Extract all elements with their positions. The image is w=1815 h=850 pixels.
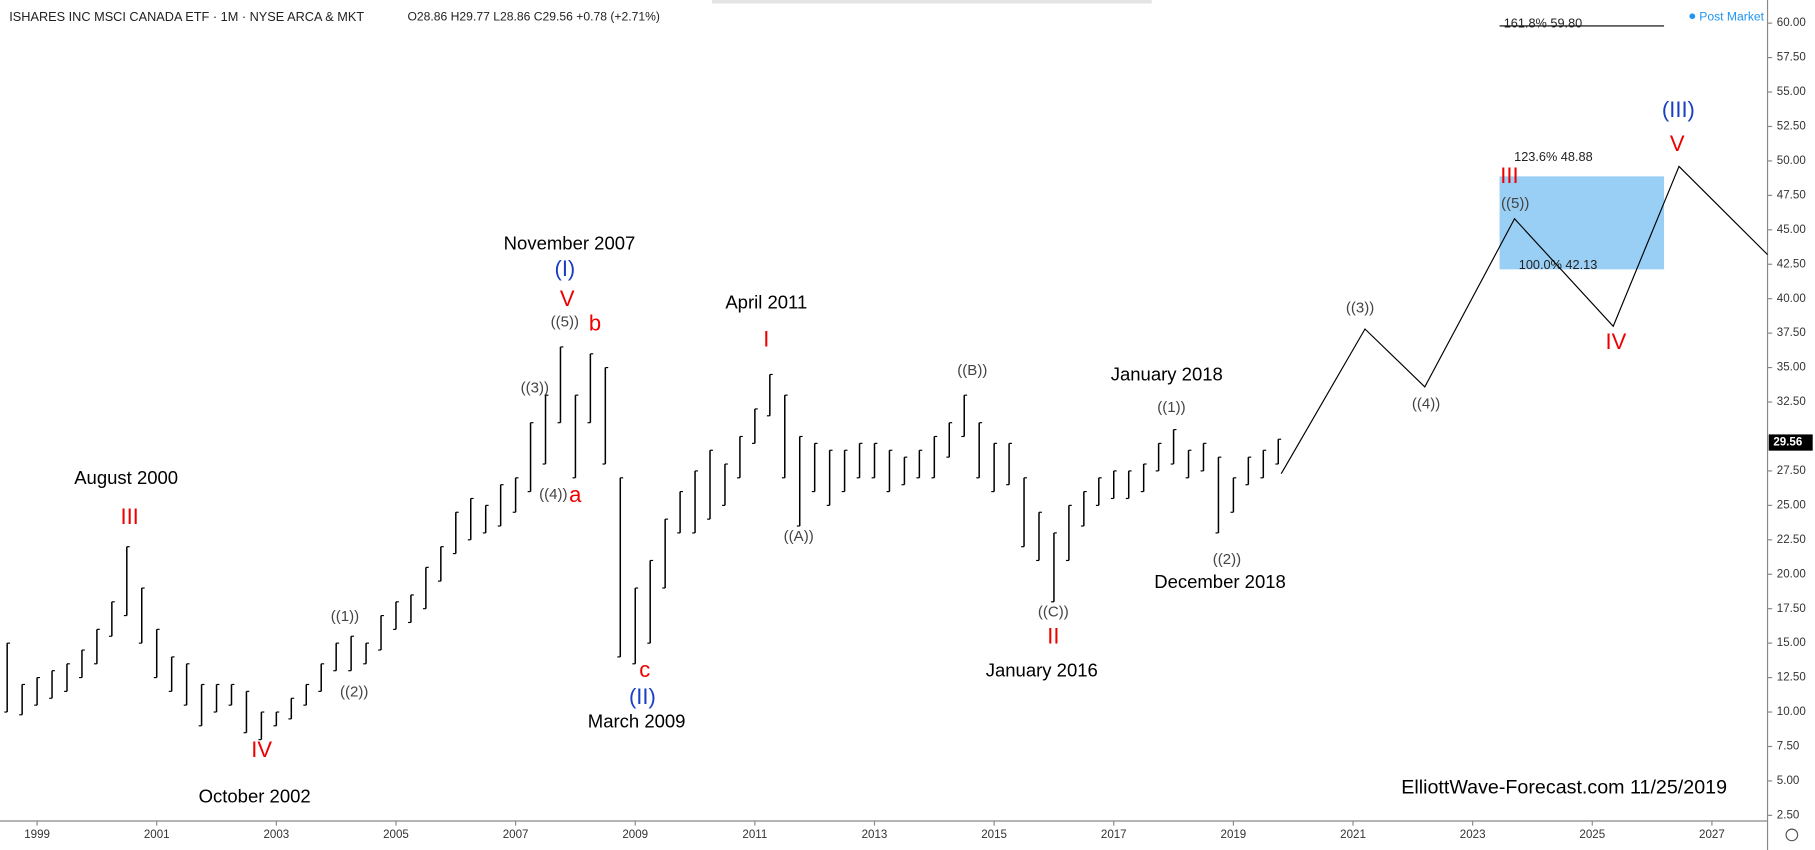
fib-label: 161.8% 59.80 — [1504, 16, 1583, 31]
projection-line — [1280, 165, 1768, 474]
wave-label: ((B)) — [957, 362, 987, 379]
wave-label: ((2)) — [1213, 551, 1241, 568]
x-tick-label: 2015 — [981, 829, 1007, 841]
wave-label: January 2018 — [1111, 364, 1223, 385]
wave-label: March 2009 — [588, 710, 686, 731]
wave-label: ((1)) — [331, 608, 359, 625]
quote: O28.86 H29.77 L28.86 C29.56 +0.78 (+2.71… — [407, 10, 660, 24]
wave-label: ((4)) — [1412, 396, 1440, 413]
wave-label: ((2)) — [340, 683, 368, 700]
y-tick-label: 12.50 — [1777, 672, 1806, 684]
fib-label: 123.6% 48.88 — [1514, 149, 1593, 164]
status-dot — [1689, 13, 1696, 20]
fib-label: 100.0% 42.13 — [1519, 257, 1598, 272]
wave-label: ((3)) — [521, 379, 549, 396]
x-tick-label: 2025 — [1579, 829, 1605, 841]
x-tick-label: 2001 — [144, 829, 170, 841]
x-tick-label: 2007 — [503, 829, 529, 841]
y-tick-label: 50.00 — [1777, 155, 1806, 167]
y-tick-label: 17.50 — [1777, 603, 1806, 615]
wave-label: (II) — [629, 684, 656, 709]
wave-label: ((1)) — [1157, 399, 1185, 416]
wave-label: January 2016 — [986, 659, 1098, 680]
y-tick-label: 42.50 — [1777, 258, 1806, 270]
x-tick-label: 2011 — [742, 829, 767, 841]
wave-label: IV — [251, 737, 272, 762]
y-tick-label: 7.50 — [1777, 741, 1800, 753]
wave-label: I — [763, 327, 769, 352]
x-tick-label: 2005 — [383, 829, 409, 841]
wave-label: IV — [1606, 329, 1627, 354]
y-tick-label: 37.50 — [1777, 327, 1806, 339]
y-tick-label: 25.00 — [1777, 499, 1806, 511]
y-tick-label: 40.00 — [1777, 293, 1806, 305]
watermark: ElliottWave-Forecast.com 11/25/2019 — [1401, 777, 1727, 799]
x-tick-label: 2021 — [1340, 829, 1366, 841]
status: Post Market — [1699, 10, 1764, 24]
y-tick-label: 47.50 — [1777, 189, 1806, 201]
last-price-label: 29.56 — [1773, 437, 1803, 449]
wave-label: II — [1047, 624, 1059, 649]
wave-label: November 2007 — [504, 233, 636, 254]
wave-label: III — [1500, 163, 1518, 188]
y-tick-label: 5.00 — [1777, 775, 1800, 787]
y-tick-label: 22.50 — [1777, 534, 1806, 546]
x-tick-label: 2009 — [622, 829, 648, 841]
wave-label: ((4)) — [539, 486, 567, 503]
wave-label: III — [120, 504, 138, 529]
y-tick-label: 52.50 — [1777, 121, 1806, 133]
wave-label: V — [1670, 131, 1685, 156]
y-tick-label: 20.00 — [1777, 568, 1806, 580]
y-tick-label: 2.50 — [1777, 809, 1800, 821]
wave-label: c — [639, 657, 650, 682]
x-tick-label: 2027 — [1699, 829, 1725, 841]
wave-label: ((C)) — [1038, 603, 1069, 620]
wave-label: ((3)) — [1346, 299, 1374, 316]
wave-label: December 2018 — [1154, 571, 1286, 592]
y-tick-label: 10.00 — [1777, 706, 1806, 718]
wave-label: V — [560, 286, 575, 311]
wave-label: (I) — [554, 256, 575, 281]
x-tick-label: 1999 — [24, 829, 50, 841]
fib-box — [1499, 176, 1665, 270]
x-tick-label: 2013 — [862, 829, 888, 841]
wave-label: August 2000 — [74, 467, 178, 488]
x-tick-label: 2023 — [1460, 829, 1486, 841]
toolbar-shadow — [711, 0, 1152, 4]
x-tick-label: 2017 — [1101, 829, 1127, 841]
wave-label: ((5)) — [1501, 195, 1529, 212]
x-tick-label: 2003 — [263, 829, 289, 841]
settings-icon[interactable] — [1785, 828, 1799, 842]
x-tick-label: 2019 — [1221, 829, 1247, 841]
y-tick-label: 35.00 — [1777, 362, 1806, 374]
wave-label: b — [589, 310, 601, 335]
y-tick-label: 32.50 — [1777, 396, 1806, 408]
wave-label: a — [569, 482, 582, 507]
wave-label: ((A)) — [784, 528, 814, 545]
wave-label: ((5)) — [551, 313, 579, 330]
wave-label: April 2011 — [725, 292, 807, 313]
y-tick-label: 60.00 — [1777, 17, 1806, 29]
y-tick-label: 45.00 — [1777, 224, 1806, 236]
wave-label: (III) — [1662, 97, 1695, 122]
chart-title: ISHARES INC MSCI CANADA ETF · 1M · NYSE … — [9, 9, 364, 24]
last-price-box — [1768, 434, 1813, 451]
y-tick-label: 57.50 — [1777, 52, 1806, 64]
wave-label: October 2002 — [199, 786, 311, 807]
y-tick-label: 15.00 — [1777, 637, 1806, 649]
y-tick-label: 27.50 — [1777, 465, 1806, 477]
y-tick-label: 55.00 — [1777, 86, 1806, 98]
